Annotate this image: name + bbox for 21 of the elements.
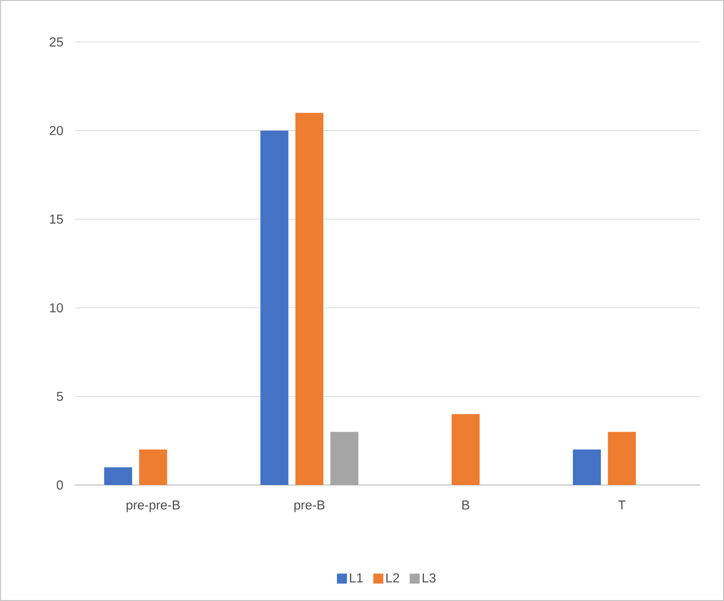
bar <box>330 432 358 485</box>
bar <box>608 432 636 485</box>
bar <box>295 112 324 485</box>
bar <box>260 130 288 485</box>
y-tick-label: 0 <box>56 480 63 490</box>
y-tick-label: 10 <box>50 303 63 312</box>
y-tick-label: 15 <box>50 214 63 224</box>
y-tick-label: 5 <box>56 392 63 401</box>
y-tick-label: 20 <box>50 126 63 136</box>
x-tick-label: pre-B <box>294 500 325 512</box>
x-tick-label: T <box>618 500 626 510</box>
x-tick-label: B <box>462 500 470 510</box>
legend-label: L2 <box>386 573 400 582</box>
legend-label: L1 <box>350 573 363 582</box>
x-tick-label: pre-pre-B <box>126 500 180 512</box>
bar <box>139 450 168 485</box>
y-tick-label: 25 <box>50 37 63 47</box>
legend-label: L3 <box>422 573 436 583</box>
bar <box>572 450 601 485</box>
bar <box>452 414 480 485</box>
bar <box>104 467 132 485</box>
